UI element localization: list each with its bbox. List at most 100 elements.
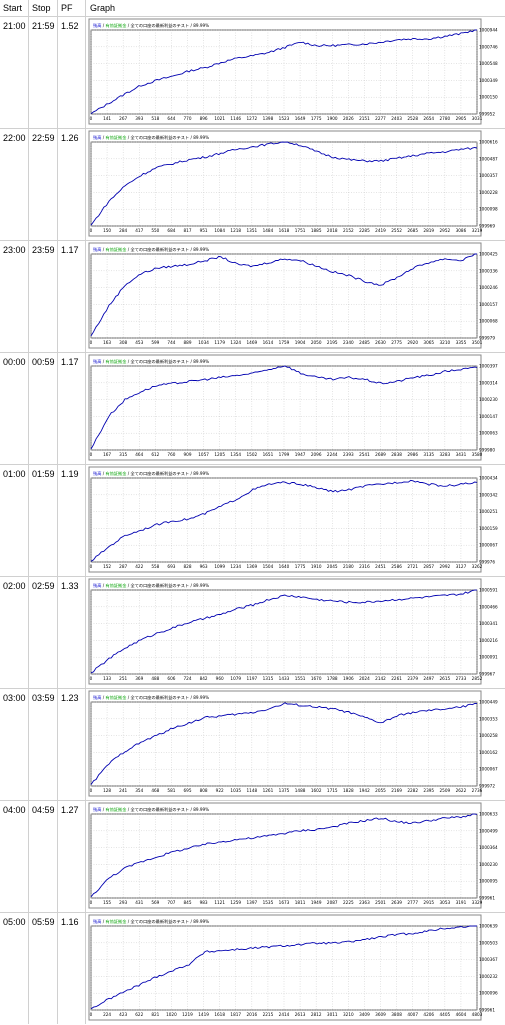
x-tick-label: 770 [184, 116, 192, 121]
y-tick-label: 1000159 [479, 526, 498, 531]
x-tick-label: 2838 [391, 452, 402, 457]
header-graph: Graph [90, 3, 116, 13]
x-tick-label: 1817 [230, 1012, 241, 1017]
x-tick-label: 251 [119, 676, 127, 681]
x-tick-label: 842 [200, 676, 208, 681]
x-tick-label: 3283 [439, 452, 450, 457]
y-tick-label: 1000434 [479, 476, 498, 481]
x-tick-label: 2685 [407, 228, 418, 233]
x-tick-label: 1419 [198, 1012, 209, 1017]
x-tick-label: 3808 [391, 1012, 402, 1017]
cell-start: 05:00 [3, 917, 26, 927]
x-tick-label: 951 [200, 228, 208, 233]
x-tick-label: 3191 [456, 900, 467, 905]
title-description: 全ての口座の最新利益のテスト / 89.99% [131, 134, 210, 141]
x-tick-label: 1234 [230, 564, 241, 569]
title-balance: 残高 [93, 358, 101, 365]
x-tick-label: 845 [184, 900, 192, 905]
y-tick-label: 1000341 [479, 621, 498, 626]
x-tick-label: 695 [184, 788, 192, 793]
series-line [90, 813, 478, 898]
x-tick-label: 2180 [343, 564, 354, 569]
title-separator: / [126, 247, 130, 252]
y-tick-label: 999961 [479, 896, 495, 901]
title-separator: / [126, 807, 130, 812]
title-balance: 残高 [93, 134, 101, 141]
cell-start: 00:00 [3, 357, 26, 367]
y-tick-label: 1000091 [479, 655, 498, 660]
y-tick-label: 1000487 [479, 156, 498, 161]
x-tick-label: 1602 [311, 788, 322, 793]
title-balance: 残高 [93, 470, 101, 477]
y-tick-label: 1000353 [479, 716, 498, 721]
x-tick-label: 1885 [311, 228, 322, 233]
y-tick-label: 1000633 [479, 812, 498, 817]
y-tick-label: 999980 [479, 448, 495, 453]
y-tick-label: 1000397 [479, 364, 498, 369]
x-tick-label: 1904 [295, 340, 306, 345]
x-tick-label: 1099 [214, 564, 225, 569]
x-tick-label: 3219 [472, 228, 483, 233]
y-tick-label: 1000357 [479, 173, 498, 178]
x-tick-label: 1057 [198, 452, 209, 457]
x-tick-label: 1034 [198, 340, 209, 345]
x-tick-label: 1219 [182, 1012, 193, 1017]
cell-start: 01:00 [3, 469, 26, 479]
x-tick-label: 1900 [327, 116, 338, 121]
x-tick-label: 3609 [375, 1012, 386, 1017]
x-tick-label: 1535 [263, 900, 274, 905]
cell-pf: 1.26 [61, 133, 79, 143]
x-tick-label: 2509 [439, 788, 450, 793]
title-balance: 残高 [93, 694, 101, 701]
cell-stop: 04:59 [32, 805, 55, 815]
title-description: 全ての口座の最新利益のテスト / 89.99% [131, 358, 210, 365]
title-equity: 有効証拠金 [105, 694, 127, 701]
title-separator: / [126, 583, 130, 588]
y-tick-label: 1000314 [479, 380, 498, 385]
title-balance: 残高 [93, 246, 101, 253]
title-separator: / [101, 807, 105, 812]
series-line [90, 29, 477, 115]
series-line [90, 702, 478, 785]
x-tick-label: 1910 [311, 564, 322, 569]
chart-title: 残高 / 有効証拠金 / 全ての口座の最新利益のテスト / 89.99% [93, 134, 209, 141]
x-tick-label: 2485 [359, 340, 370, 345]
cell-start: 21:00 [3, 21, 26, 31]
x-tick-label: 2586 [391, 564, 402, 569]
x-tick-label: 354 [135, 788, 143, 793]
x-tick-label: 141 [103, 116, 111, 121]
cell-stop: 22:59 [32, 133, 55, 143]
x-tick-label: 1504 [263, 564, 274, 569]
x-tick-label: 2403 [391, 116, 402, 121]
y-tick-label: 1000449 [479, 700, 498, 705]
x-tick-label: 1649 [295, 116, 306, 121]
x-tick-label: 1035 [230, 788, 241, 793]
x-tick-label: 1121 [214, 900, 225, 905]
x-tick-label: 581 [167, 788, 175, 793]
y-tick-label: 1000147 [479, 414, 498, 419]
chart-2: 残高 / 有効証拠金 / 全ての口座の最新利益のテスト / 89.99% 0 163… [88, 242, 498, 349]
title-separator: / [101, 135, 105, 140]
title-equity: 有効証拠金 [105, 358, 127, 365]
x-tick-label: 1799 [279, 452, 290, 457]
y-tick-label: 1000068 [479, 319, 498, 324]
y-tick-label: 1000232 [479, 974, 498, 979]
x-tick-label: 2152 [343, 228, 354, 233]
x-tick-label: 2026 [343, 116, 354, 121]
cell-pf: 1.52 [61, 21, 79, 31]
x-tick-label: 2018 [327, 228, 338, 233]
cell-stop: 21:59 [32, 21, 55, 31]
y-tick-label: 1000944 [479, 28, 498, 33]
y-tick-label: 1000216 [479, 638, 498, 643]
y-tick-label: 1000230 [479, 862, 498, 867]
x-tick-label: 4604 [456, 1012, 467, 1017]
chart-6: 残高 / 有効証拠金 / 全ての口座の最新利益のテスト / 89.99% 0 128… [88, 690, 498, 797]
title-separator: / [101, 695, 105, 700]
x-tick-label: 2654 [423, 116, 434, 121]
x-tick-label: 1079 [230, 676, 241, 681]
x-tick-label: 241 [119, 788, 127, 793]
chart-title: 残高 / 有効証拠金 / 全ての口座の最新利益のテスト / 89.99% [93, 806, 209, 813]
x-tick-label: 1315 [263, 676, 274, 681]
cell-start: 23:00 [3, 245, 26, 255]
